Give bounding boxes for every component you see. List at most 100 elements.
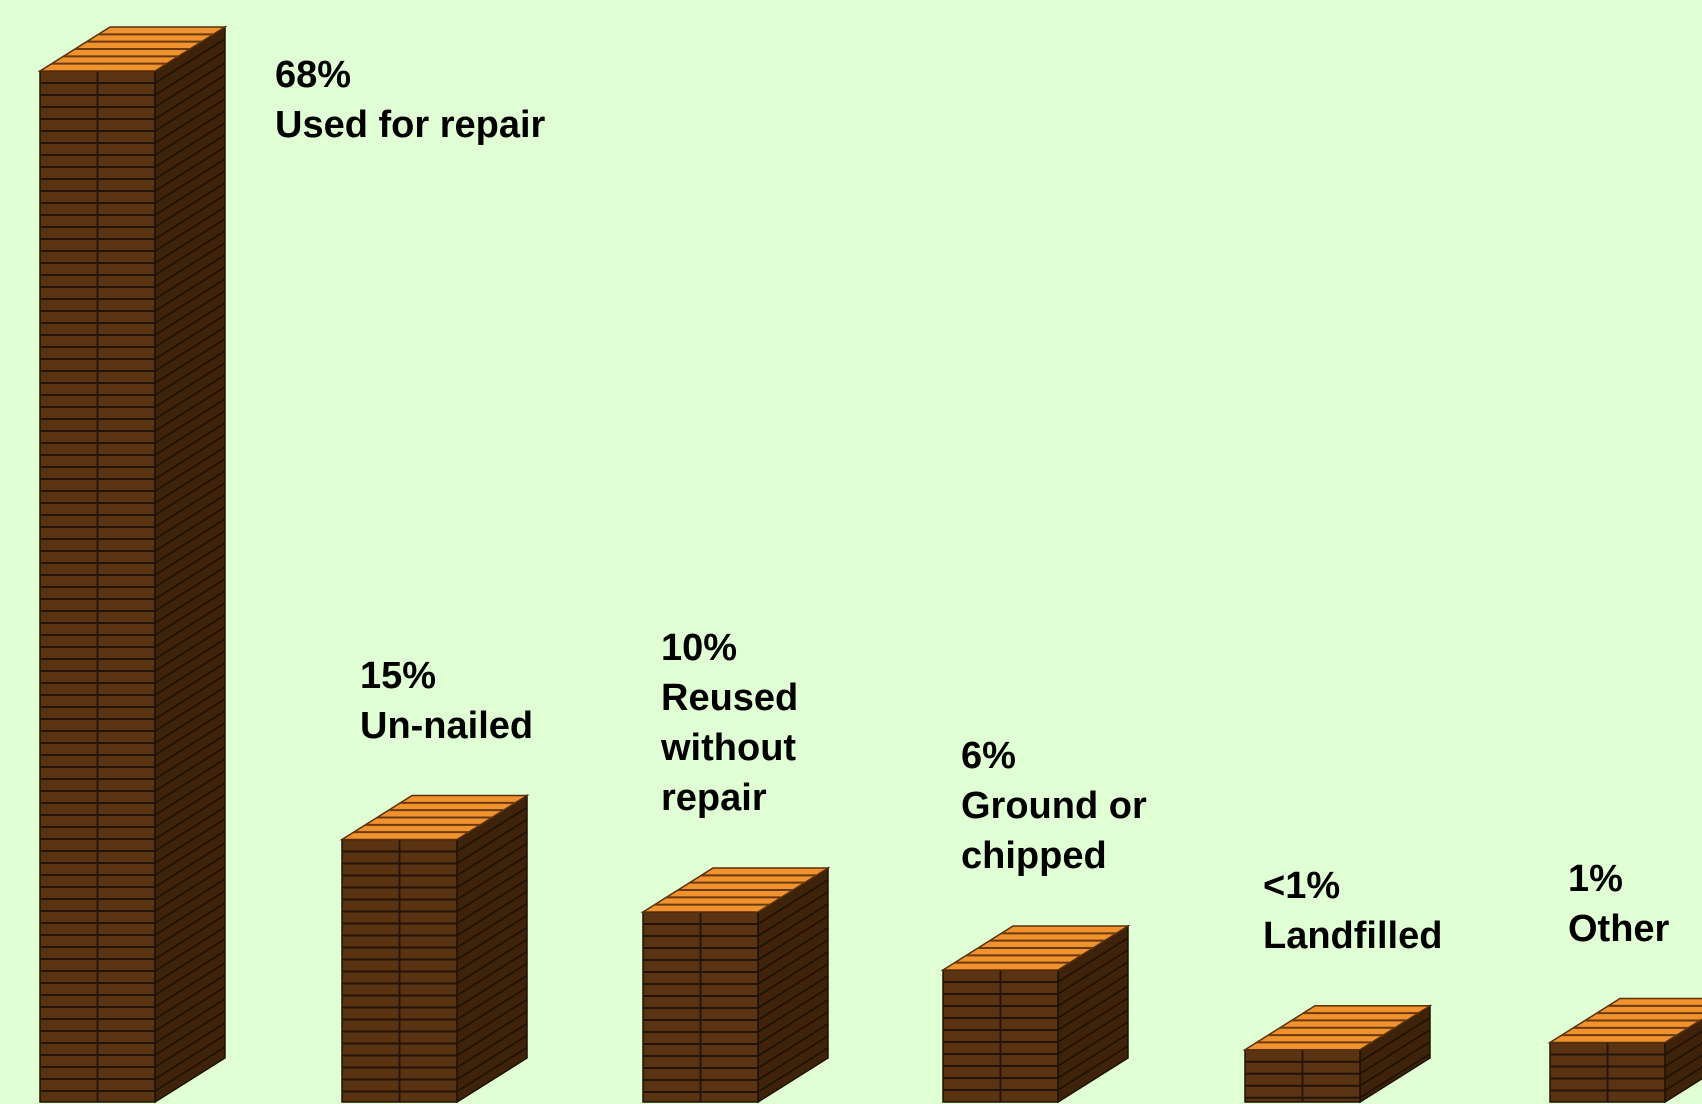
category-label: Used for repair [275, 104, 546, 146]
pallet-board-side [1057, 1009, 1129, 1055]
pallet-board-side [456, 914, 528, 961]
pallet-board-side [154, 398, 226, 444]
stack-label: 6% Ground or chipped [961, 731, 1191, 881]
pallet-board-side [154, 650, 226, 696]
pallet-board-side [154, 74, 226, 120]
pallet-board-side [1057, 949, 1129, 995]
pallet-board-side [154, 158, 226, 204]
pallet-board-side [154, 422, 226, 468]
pallet-board-side [154, 122, 226, 168]
pallet-board-side [154, 554, 226, 600]
value-label: 10% [661, 627, 738, 669]
pallet-board-side [154, 878, 226, 924]
pallet-board-side [154, 758, 226, 804]
pallet-board-side [456, 878, 528, 925]
pallet-board-side [154, 890, 226, 936]
pallet-board-side [1664, 1054, 1702, 1080]
pallet-board-side [154, 86, 226, 132]
pallet-board-side [154, 710, 226, 756]
pallet-board-side [154, 698, 226, 744]
pallet-board-side [757, 963, 829, 1009]
pallet-board-side [1057, 961, 1129, 1007]
pallet-stack [1547, 997, 1702, 1104]
pallet-board-side [154, 266, 226, 312]
pallet-board-side [154, 386, 226, 432]
pallet-board-side [757, 903, 829, 949]
value-label: 68% [275, 54, 352, 96]
pallet-board-side [1359, 1029, 1431, 1075]
pallet-board-side [456, 866, 528, 913]
pallet-board-side [456, 842, 528, 889]
pallet-board-side [456, 890, 528, 937]
pallet-board-side [154, 302, 226, 348]
pallet-board-side [757, 975, 829, 1021]
pallet-board-side [154, 434, 226, 480]
pallet-board-side [456, 926, 528, 973]
pallet-board-side [154, 962, 226, 1008]
pallet-board-side [1664, 1042, 1702, 1068]
pallet-board-side [154, 686, 226, 732]
pallet-board-side [154, 626, 226, 672]
pallet-board-side [1057, 985, 1129, 1031]
pallet-board-side [154, 854, 226, 900]
pallet-board-side [154, 1022, 226, 1068]
pallet-board-side [757, 1011, 829, 1057]
pallet-board-side [154, 362, 226, 408]
pallet-board-side [154, 866, 226, 912]
pallet-stack [339, 794, 530, 1104]
pallet-board-side [757, 951, 829, 997]
pallet-board-side [757, 999, 829, 1045]
pallet-board-side [757, 891, 829, 937]
pallet-board-side [456, 950, 528, 997]
stack-label: 1% Other [1568, 854, 1702, 954]
pallet-board-side [757, 927, 829, 973]
pallet-stack [940, 924, 1131, 1104]
pallet-board-side [154, 482, 226, 528]
category-label: Other [1568, 907, 1670, 950]
pallet-board-side [1057, 1033, 1129, 1079]
pallet-board-side [1359, 1017, 1431, 1063]
stack-label: 10% Reused without repair [661, 623, 891, 823]
pallet-board-side [154, 530, 226, 576]
pallet-board-side [154, 602, 226, 648]
value-label: 15% [360, 654, 437, 697]
pallet-board-side [154, 914, 226, 960]
pallet-board-side [154, 1010, 226, 1056]
pallet-board-side [1057, 1045, 1129, 1091]
pallet-board-side [154, 374, 226, 420]
pallet-board-side [154, 194, 226, 240]
pallet-board-side [154, 770, 226, 816]
pallet-board-side [456, 1046, 528, 1093]
pallet-board-side [1057, 937, 1129, 983]
value-label: 1% [1568, 857, 1623, 900]
pallet-board-side [456, 806, 528, 853]
pallet-board-side [154, 590, 226, 636]
pallet-board-side [154, 50, 226, 96]
pallet-board-side [154, 410, 226, 456]
pallet-board-side [757, 939, 829, 985]
pallet-board-side [456, 854, 528, 901]
pallet-board-side [154, 326, 226, 372]
stack-label: <1% Landfilled [1263, 861, 1493, 961]
pallet-board-side [757, 1023, 829, 1069]
pallet-board-side [154, 902, 226, 948]
pallet-board-side [154, 926, 226, 972]
pallet-board-side [1664, 1066, 1702, 1092]
pallet-board-side [154, 674, 226, 720]
pallet-board-side [1359, 1041, 1431, 1087]
pallet-board-side [757, 1035, 829, 1081]
pallet-board-side [154, 206, 226, 252]
pallet-board-side [757, 987, 829, 1033]
pallet-board-side [154, 98, 226, 144]
pallet-board-side [154, 638, 226, 684]
pallet-board-side [154, 134, 226, 180]
pallet-board-side [154, 578, 226, 624]
pallet-stack [1242, 1004, 1433, 1104]
pallet-board-side [154, 938, 226, 984]
pallet-board-side [154, 614, 226, 660]
pallet-board-side [154, 842, 226, 888]
pallet-board-side [456, 1022, 528, 1069]
pallet-board-side [154, 110, 226, 156]
